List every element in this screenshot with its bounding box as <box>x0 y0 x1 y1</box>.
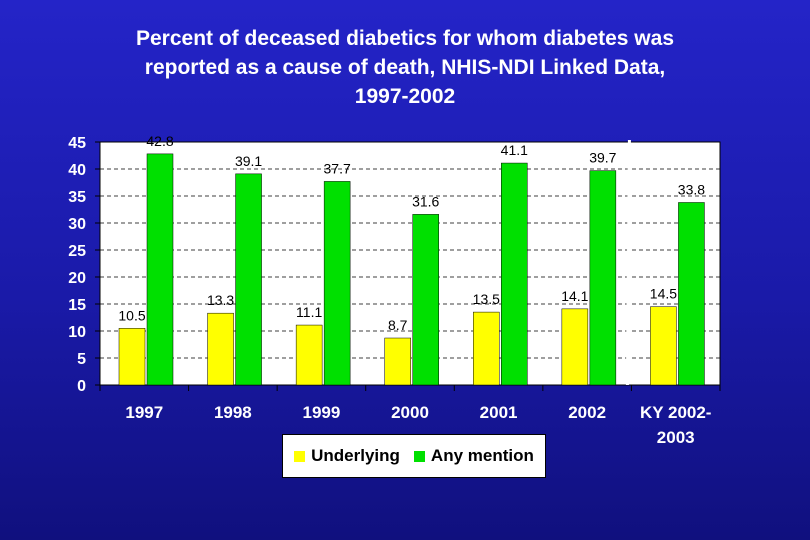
x-category-label: KY 2002- <box>640 403 712 422</box>
x-category-label: 2003 <box>657 428 695 447</box>
bar-underlying <box>473 311 500 386</box>
bar-any-mention <box>412 214 439 386</box>
legend-swatch-underlying <box>294 450 306 462</box>
legend-label-underlying: Underlying <box>311 446 400 465</box>
y-tick-label: 0 <box>77 378 86 395</box>
bar-any-mention <box>678 202 705 386</box>
y-tick-label: 15 <box>68 297 86 314</box>
title-line-3: 1997-2002 <box>354 85 456 108</box>
legend-item-any-mention: Any mention <box>413 446 534 466</box>
chart-title: Percent of deceased diabetics for whom d… <box>60 24 750 111</box>
y-tick-label: 5 <box>77 351 86 368</box>
y-tick-label: 35 <box>68 189 86 206</box>
data-label-underlying: 13.3 <box>207 292 234 308</box>
data-label-underlying: 13.5 <box>473 291 500 307</box>
legend: Underlying Any mention <box>282 434 546 478</box>
data-label-underlying: 14.5 <box>650 286 677 302</box>
y-tick-label: 25 <box>68 243 86 260</box>
bar-underlying <box>295 324 323 386</box>
data-label-underlying: 8.7 <box>388 317 408 333</box>
bar-any-mention <box>146 153 174 386</box>
x-category-label: 1997 <box>125 403 163 422</box>
bar-any-mention <box>501 162 528 386</box>
bar-underlying <box>384 337 411 386</box>
data-label-any-mention: 41.1 <box>501 142 528 158</box>
legend-item-underlying: Underlying <box>294 446 400 466</box>
legend-swatch-any-mention <box>413 450 425 462</box>
bar-any-mention <box>589 170 617 386</box>
bar-any-mention <box>235 173 262 386</box>
title-line-1: Percent of deceased diabetics for whom d… <box>135 27 674 50</box>
data-label-underlying: 11.1 <box>296 304 322 320</box>
y-tick-label: 40 <box>68 162 86 179</box>
bar-underlying <box>118 328 146 386</box>
data-label-any-mention: 37.7 <box>324 160 351 176</box>
data-label-any-mention: 39.7 <box>589 150 616 166</box>
y-tick-label: 10 <box>68 324 86 341</box>
y-tick-label: 30 <box>68 216 86 233</box>
data-label-any-mention: 31.6 <box>412 193 439 209</box>
bar-underlying <box>207 312 234 386</box>
title-line-2: reported as a cause of death, NHIS-NDI L… <box>144 56 666 79</box>
x-category-label: 2001 <box>480 403 518 422</box>
bar-any-mention <box>323 181 351 386</box>
data-label-any-mention: 33.8 <box>678 181 705 197</box>
data-label-underlying: 10.5 <box>118 307 145 323</box>
y-tick-label: 45 <box>68 135 86 152</box>
x-category-label: 1999 <box>303 403 341 422</box>
data-label-any-mention: 42.8 <box>146 133 173 149</box>
y-tick-label: 20 <box>68 270 86 287</box>
bar-underlying <box>650 306 677 386</box>
x-category-label: 2002 <box>568 403 606 422</box>
x-category-label: 1998 <box>214 403 252 422</box>
data-label-any-mention: 39.1 <box>235 153 262 169</box>
group-separator <box>625 139 631 386</box>
data-label-underlying: 14.1 <box>561 288 588 304</box>
bar-underlying <box>561 308 589 386</box>
legend-label-any-mention: Any mention <box>430 446 534 465</box>
x-category-label: 2000 <box>391 403 429 422</box>
